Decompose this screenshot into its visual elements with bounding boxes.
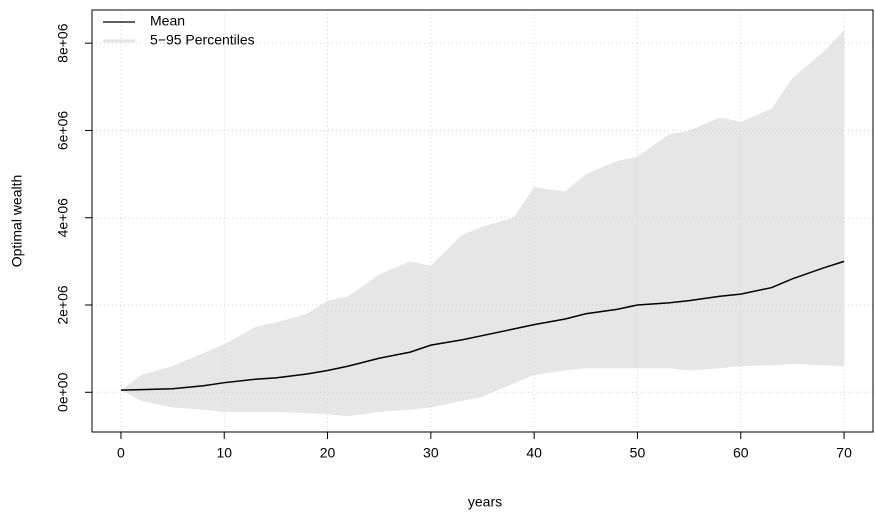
x-tick-label: 30 bbox=[423, 445, 439, 461]
x-axis-label: years bbox=[468, 494, 502, 510]
x-tick-label: 0 bbox=[117, 445, 125, 461]
y-tick-label: 4e+06 bbox=[55, 198, 71, 238]
x-tick-label: 20 bbox=[320, 445, 336, 461]
percentile-band bbox=[120, 30, 845, 417]
plot-frame bbox=[91, 9, 874, 433]
x-tick-label: 40 bbox=[526, 445, 542, 461]
y-tick-label: 8e+06 bbox=[55, 23, 71, 63]
y-tick-label: 2e+06 bbox=[55, 285, 71, 325]
x-tick-label: 60 bbox=[733, 445, 749, 461]
y-tick-label: 0e+00 bbox=[55, 372, 71, 412]
mean-line bbox=[120, 260, 845, 391]
x-tick-label: 10 bbox=[216, 445, 232, 461]
y-axis-label: Optimal wealth bbox=[9, 175, 25, 268]
legend-label: Mean bbox=[150, 13, 185, 29]
x-tick-label: 50 bbox=[630, 445, 646, 461]
x-tick-label: 70 bbox=[836, 445, 852, 461]
legend-label: 5−95 Percentiles bbox=[150, 32, 255, 48]
y-tick-label: 6e+06 bbox=[55, 111, 71, 151]
